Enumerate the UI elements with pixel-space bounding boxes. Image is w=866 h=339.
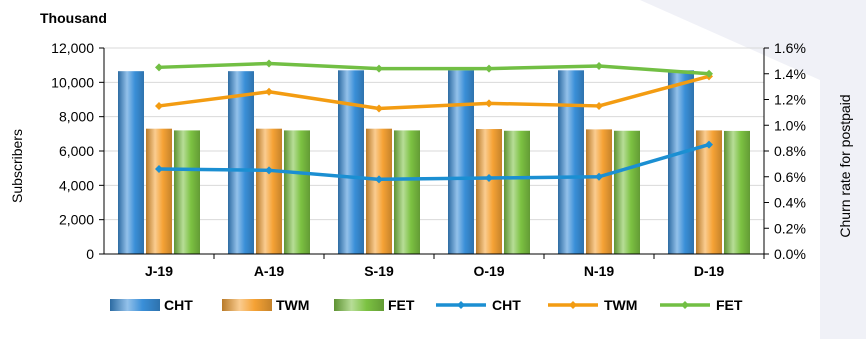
point-fet <box>265 59 273 68</box>
bar-twm <box>476 129 502 254</box>
y2-tick-label: 1.2% <box>774 92 806 108</box>
y2-tick-label: 1.0% <box>774 117 806 133</box>
x-tick-label: D-19 <box>694 263 725 279</box>
lines <box>155 59 713 184</box>
legend-marker <box>457 301 465 309</box>
y2-tick-label: 0.0% <box>774 246 806 262</box>
point-twm <box>595 101 603 110</box>
point-fet <box>155 63 163 72</box>
bar-fet <box>284 130 310 254</box>
legend-label: TWM <box>604 297 637 313</box>
bar-twm <box>256 128 282 254</box>
bars <box>118 70 750 254</box>
legend-swatch-bar <box>110 299 160 311</box>
point-twm <box>375 104 383 113</box>
legend-marker <box>569 301 577 309</box>
point-fet <box>375 64 383 73</box>
point-twm <box>265 87 273 96</box>
legend-label: CHT <box>492 297 521 313</box>
bar-fet <box>724 130 750 254</box>
point-fet <box>705 69 713 78</box>
bar-twm <box>696 130 722 254</box>
legend: CHT TWM FET CHT TWM FET <box>110 297 743 313</box>
point-cht <box>155 165 163 174</box>
bar-cht <box>668 70 694 254</box>
bar-fet <box>614 130 640 254</box>
line-cht <box>158 142 710 182</box>
point-twm <box>155 101 163 110</box>
x-tick-label: S-19 <box>364 263 394 279</box>
y-tick-label: 0 <box>86 246 94 262</box>
bar-cht <box>228 71 254 254</box>
y-tick-label: 8,000 <box>59 109 94 125</box>
x-tick-label: J-19 <box>145 263 173 279</box>
y2-tick-label: 1.4% <box>774 66 806 82</box>
legend-label: FET <box>388 297 415 313</box>
point-cht <box>485 174 493 183</box>
y2-axis-label: Churn rate for postpaid <box>837 94 853 237</box>
y2-tick-label: 0.8% <box>774 143 806 159</box>
gridlines <box>104 47 764 221</box>
legend-label: CHT <box>164 297 193 313</box>
legend-label: TWM <box>276 297 309 313</box>
point-twm <box>485 99 493 108</box>
y2-tick-label: 1.6% <box>774 40 806 56</box>
bar-cht <box>118 71 144 254</box>
point-cht <box>705 140 713 149</box>
y-tick-label: 4,000 <box>59 177 94 193</box>
chart-title: Thousand <box>40 10 107 26</box>
bar-cht <box>558 70 584 254</box>
y-axis-label: Subscribers <box>9 129 25 203</box>
y-tick-label: 6,000 <box>59 143 94 159</box>
legend-swatch-bar <box>222 299 272 311</box>
point-fet <box>595 62 603 71</box>
x-tick-label: A-19 <box>254 263 285 279</box>
bar-cht <box>448 70 474 254</box>
bar-fet <box>174 130 200 254</box>
y2-tick-label: 0.4% <box>774 195 806 211</box>
point-cht <box>595 172 603 181</box>
point-cht <box>375 175 383 184</box>
bar-fet <box>504 130 530 254</box>
bar-twm <box>366 128 392 254</box>
y2-tick-label: 0.6% <box>774 169 806 185</box>
y-tick-label: 12,000 <box>51 40 94 56</box>
background-decoration <box>640 0 866 339</box>
bar-twm <box>146 128 172 254</box>
bar-twm <box>586 129 612 254</box>
axes: 0 2,000 4,000 6,000 8,000 10,000 12,000 0.0% 0.2… <box>51 40 806 279</box>
x-tick-label: O-19 <box>473 263 504 279</box>
x-tick-label: N-19 <box>584 263 615 279</box>
legend-label: FET <box>716 297 743 313</box>
bar-fet <box>394 130 420 254</box>
y2-tick-label: 0.2% <box>774 220 806 236</box>
y-tick-label: 10,000 <box>51 74 94 90</box>
line-twm <box>158 74 710 111</box>
legend-swatch-bar <box>334 299 384 311</box>
point-cht <box>265 166 273 175</box>
y-tick-label: 2,000 <box>59 212 94 228</box>
legend-marker <box>681 301 689 309</box>
bar-cht <box>338 70 364 254</box>
point-fet <box>485 64 493 73</box>
line-fet <box>158 61 710 76</box>
